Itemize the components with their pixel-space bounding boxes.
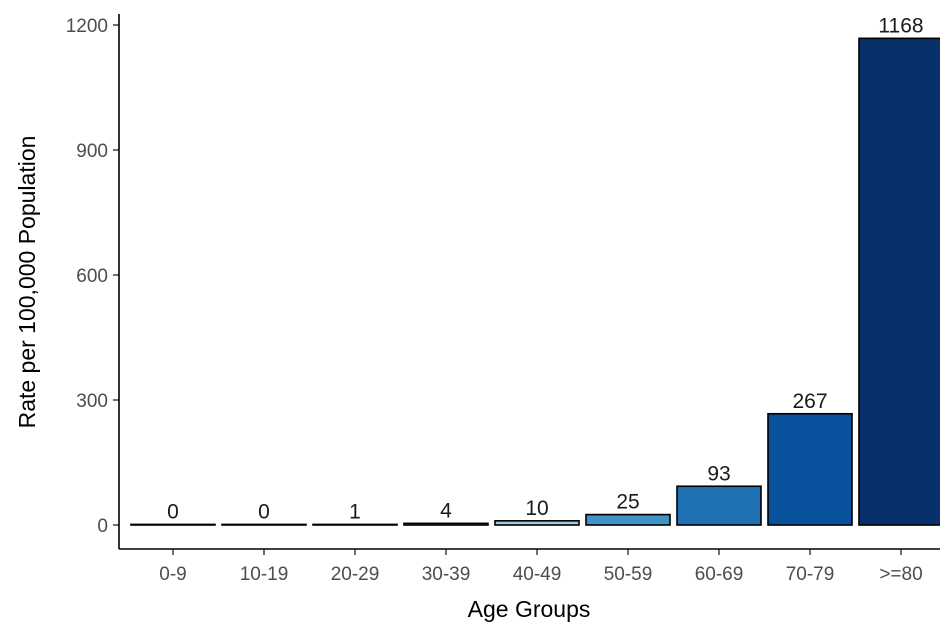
y-axis-title: Rate per 100,000 Population: [14, 136, 40, 429]
bar-value-label: 0: [167, 500, 179, 523]
bar: [767, 412, 853, 526]
x-tick-label: >=80: [879, 564, 922, 585]
bar-value-label: 1: [349, 500, 361, 523]
data-labels: 0 0 1 4 10 25 93 267 1168: [167, 14, 923, 523]
y-tick-label: 600: [76, 266, 108, 287]
bar: [130, 523, 216, 526]
bar: [858, 37, 940, 526]
x-tick-label: 50-59: [604, 564, 653, 585]
bar-value-label: 1168: [878, 14, 923, 37]
y-tick-label: 0: [97, 516, 108, 537]
x-tick-label: 30-39: [422, 564, 471, 585]
bar: [676, 485, 762, 526]
x-tick-label: 60-69: [695, 564, 744, 585]
x-axis-ticks: 0-9 10-19 20-29 30-39 40-49 50-59 60-69 70-79 >=…: [159, 549, 923, 585]
bar-value-label: 4: [440, 499, 452, 522]
x-tick-label: 0-9: [159, 564, 186, 585]
x-tick-label: 20-29: [331, 564, 380, 585]
bar: [403, 522, 489, 526]
bar: [585, 513, 671, 526]
bar: [221, 523, 307, 526]
bar-value-label: 267: [792, 390, 827, 413]
y-tick-label: 1200: [66, 16, 108, 37]
y-tick-label: 300: [76, 391, 108, 412]
x-tick-label: 10-19: [240, 564, 289, 585]
y-axis-ticks: 0 300 600 900 1200: [66, 16, 119, 537]
bar-value-label: 10: [525, 497, 548, 520]
x-tick-label: 40-49: [513, 564, 562, 585]
x-tick-label: 70-79: [786, 564, 835, 585]
bar: [312, 523, 398, 526]
y-tick-label: 900: [76, 141, 108, 162]
bar-value-label: 93: [707, 462, 730, 485]
x-axis-title: Age Groups: [468, 596, 591, 622]
bars: [130, 37, 940, 526]
bar-value-label: 0: [258, 500, 270, 523]
bar: [494, 520, 580, 526]
bar-value-label: 25: [616, 491, 639, 514]
